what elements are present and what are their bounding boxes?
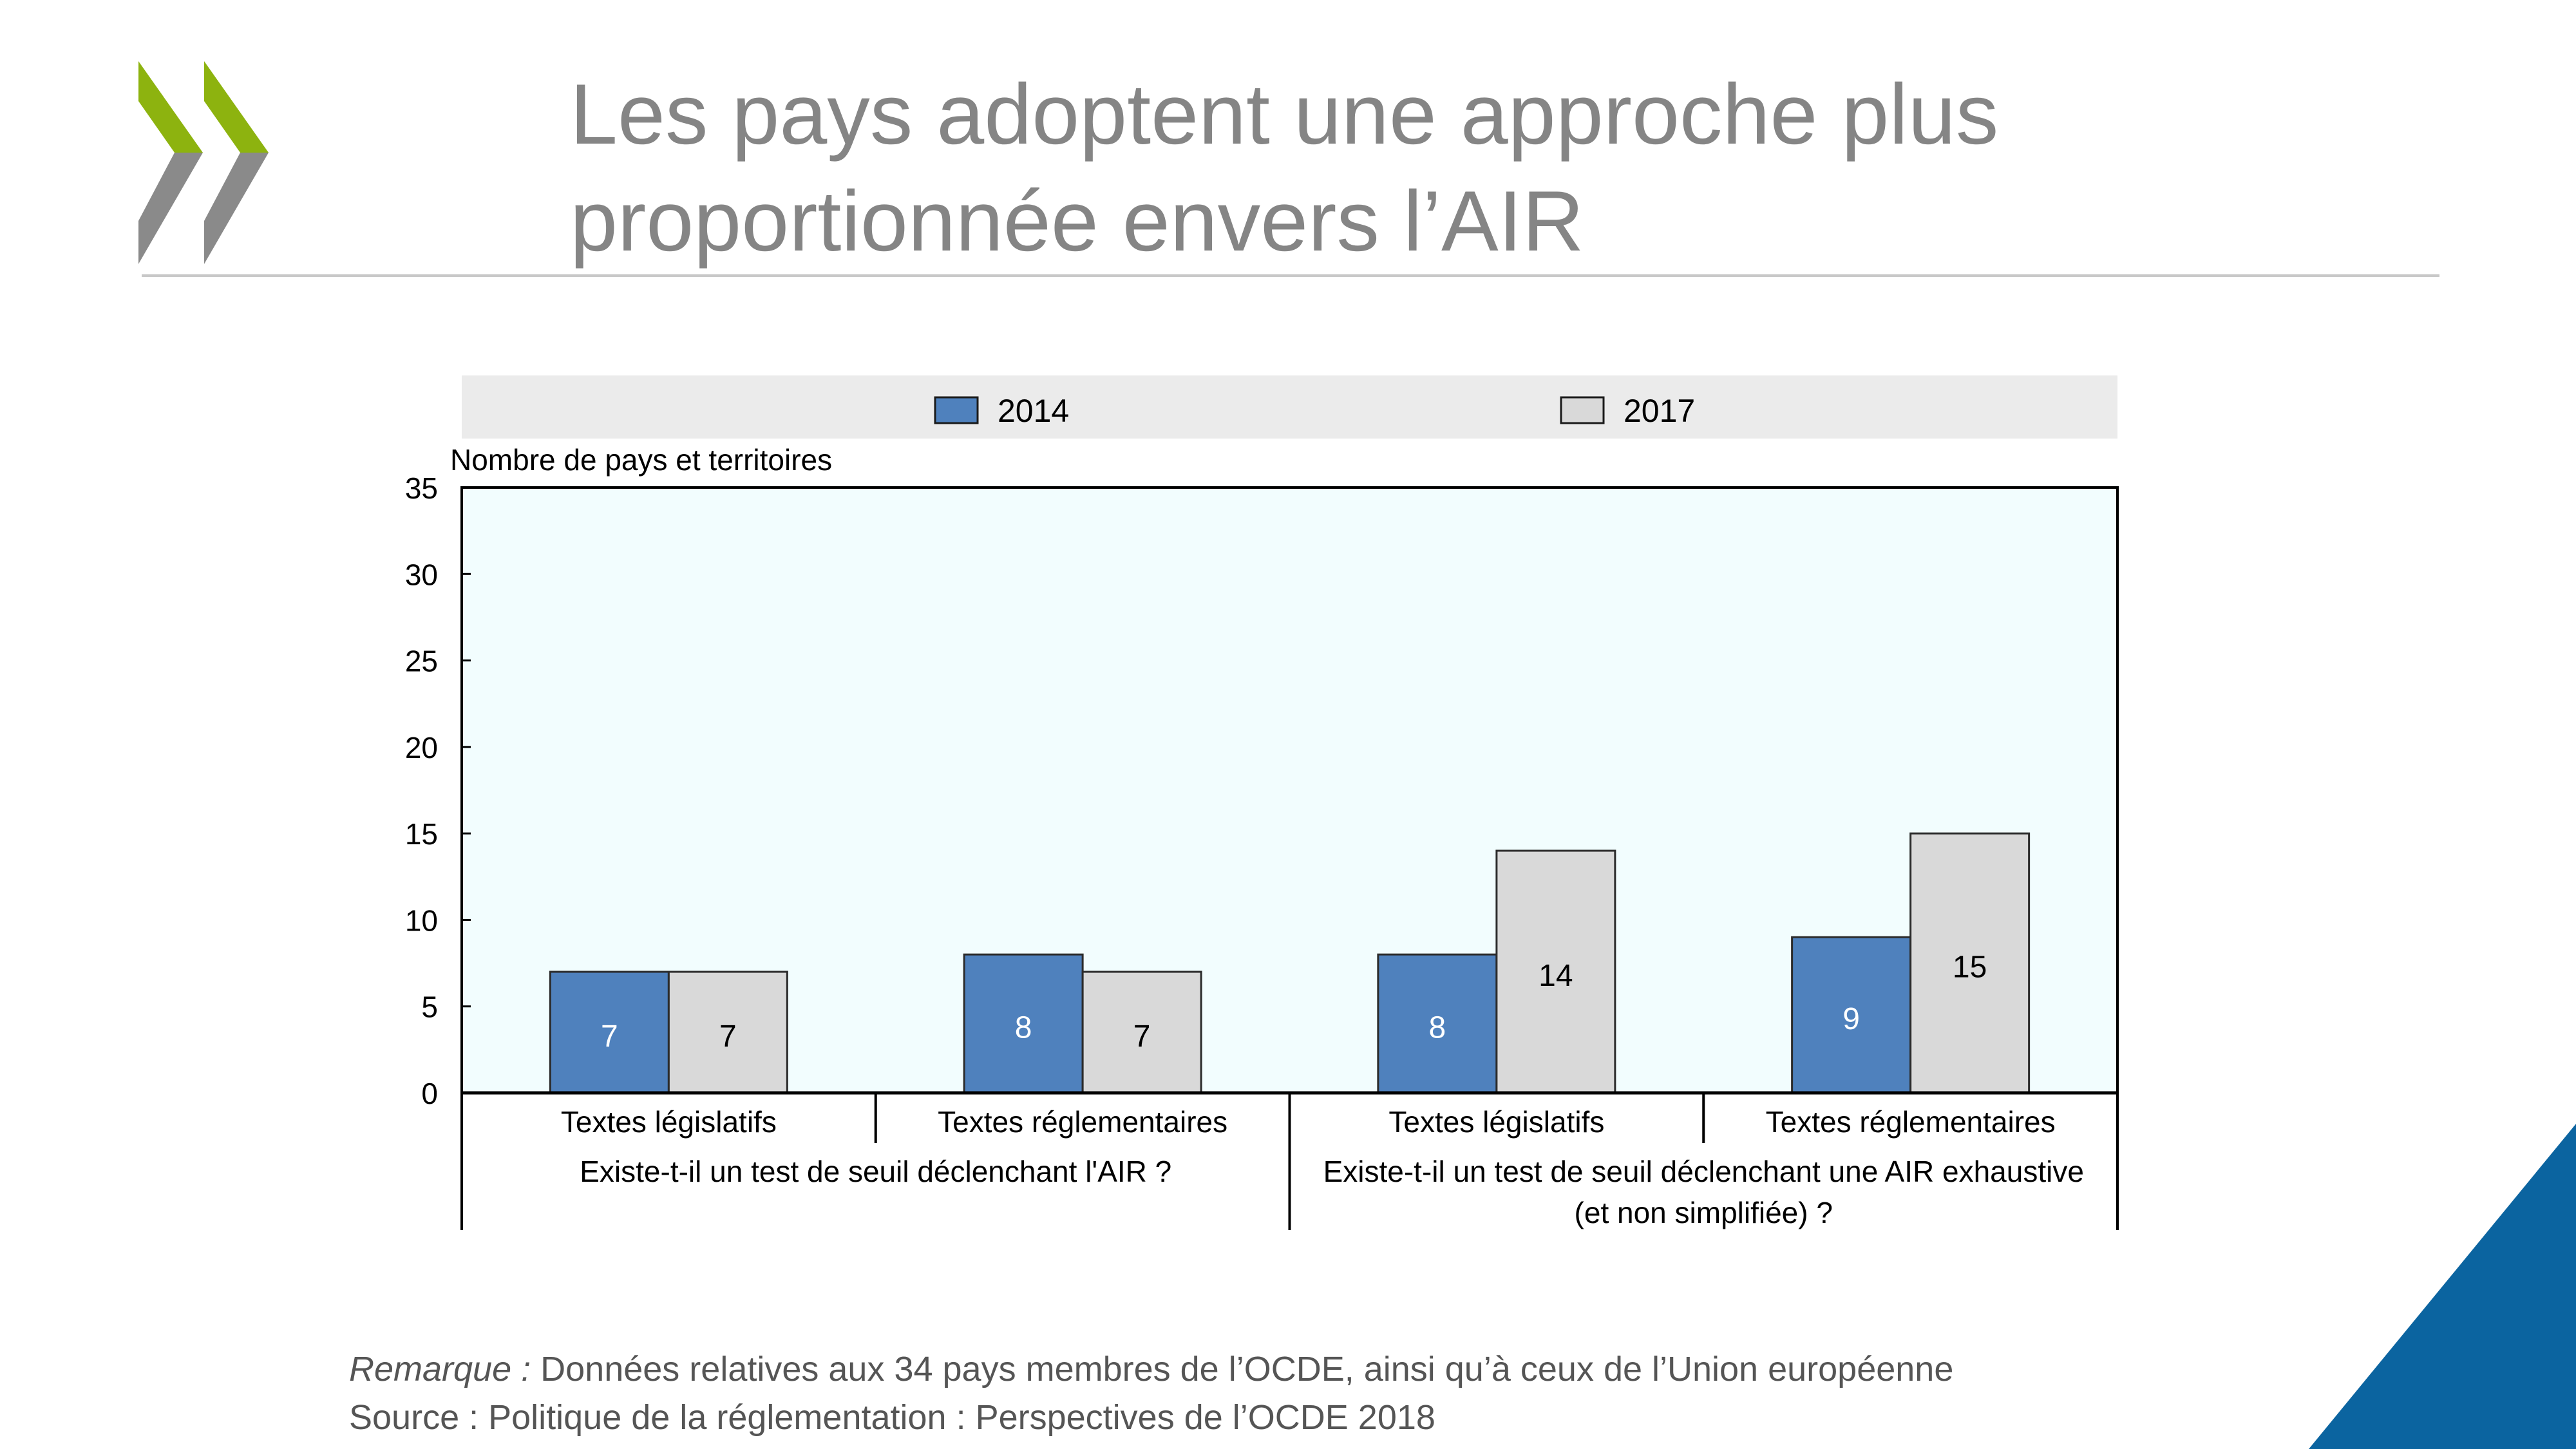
slide-title: Les pays adoptent une approche plus prop… bbox=[570, 61, 2438, 275]
y-tick-label-5: 5 bbox=[421, 990, 438, 1024]
logo-chevron-left-upper bbox=[138, 61, 203, 153]
category-label-4: Textes réglementaires bbox=[1766, 1105, 2056, 1139]
category-label-2: Textes réglementaires bbox=[938, 1105, 1227, 1139]
y-tick-label-0: 0 bbox=[421, 1077, 438, 1110]
slide-title-line-1: Les pays adoptent une approche plus bbox=[570, 67, 1999, 162]
bar-2017-cat-2 bbox=[1081, 971, 1202, 1094]
bar-2017-cat-4 bbox=[1909, 832, 2031, 1094]
data-label-2014-cat-1: 7 bbox=[601, 1019, 618, 1054]
title-divider bbox=[142, 274, 2439, 277]
category-label-3: Textes législatifs bbox=[1388, 1105, 1604, 1139]
bar-2017-cat-1 bbox=[667, 971, 788, 1094]
category-label-1: Textes législatifs bbox=[561, 1105, 777, 1139]
data-label-2017-cat-4: 15 bbox=[1953, 951, 1987, 985]
chart-note: Remarque : Données relatives aux 34 pays… bbox=[349, 1349, 1953, 1389]
data-label-2017-cat-1: 7 bbox=[719, 1019, 737, 1054]
y-tick-label-20: 20 bbox=[405, 731, 438, 764]
note-label: Remarque : bbox=[349, 1350, 531, 1388]
logo-chevron-left-lower bbox=[138, 153, 203, 264]
group-label-2-line-2: (et non simplifiée) ? bbox=[1575, 1196, 1833, 1229]
y-axis-title: Nombre de pays et territoires bbox=[450, 443, 832, 477]
bar-2014-cat-3 bbox=[1377, 953, 1498, 1094]
legend-label-2014: 2014 bbox=[998, 393, 1069, 429]
bar-2014-cat-1 bbox=[549, 971, 670, 1094]
legend-swatch-2017 bbox=[1560, 396, 1605, 424]
logo-chevron-right-lower bbox=[204, 153, 269, 264]
slide-title-line-2: proportionnée envers l’AIR bbox=[570, 174, 1584, 269]
bar-2017-cat-3 bbox=[1495, 849, 1616, 1094]
data-label-2014-cat-4: 9 bbox=[1842, 1002, 1860, 1036]
data-label-2014-cat-3: 8 bbox=[1429, 1011, 1446, 1045]
data-label-2014-cat-2: 8 bbox=[1015, 1011, 1032, 1045]
y-tick-label-25: 25 bbox=[405, 645, 438, 678]
y-tick-label-10: 10 bbox=[405, 904, 438, 937]
y-tick-label-30: 30 bbox=[405, 558, 438, 591]
note-text: Données relatives aux 34 pays membres de… bbox=[531, 1350, 1954, 1388]
group-label-1-line-1: Existe-t-il un test de seuil déclenchant… bbox=[580, 1155, 1171, 1188]
legend-label-2017: 2017 bbox=[1624, 393, 1695, 429]
y-tick-label-15: 15 bbox=[405, 817, 438, 851]
group-label-2-line-1: Existe-t-il un test de seuil déclenchant… bbox=[1323, 1155, 2084, 1188]
legend-background bbox=[462, 375, 2117, 439]
data-label-2017-cat-3: 14 bbox=[1539, 959, 1573, 993]
legend-swatch-2014 bbox=[934, 396, 979, 424]
chart-source: Source : Politique de la réglementation … bbox=[349, 1398, 1435, 1437]
data-label-2017-cat-2: 7 bbox=[1133, 1019, 1151, 1054]
bar-2014-cat-4 bbox=[1791, 936, 1912, 1094]
oecd-logo bbox=[138, 61, 269, 264]
plot-frame bbox=[460, 486, 2119, 1093]
y-tick-label-35: 35 bbox=[405, 471, 438, 505]
logo-chevron-right-upper bbox=[204, 61, 269, 153]
